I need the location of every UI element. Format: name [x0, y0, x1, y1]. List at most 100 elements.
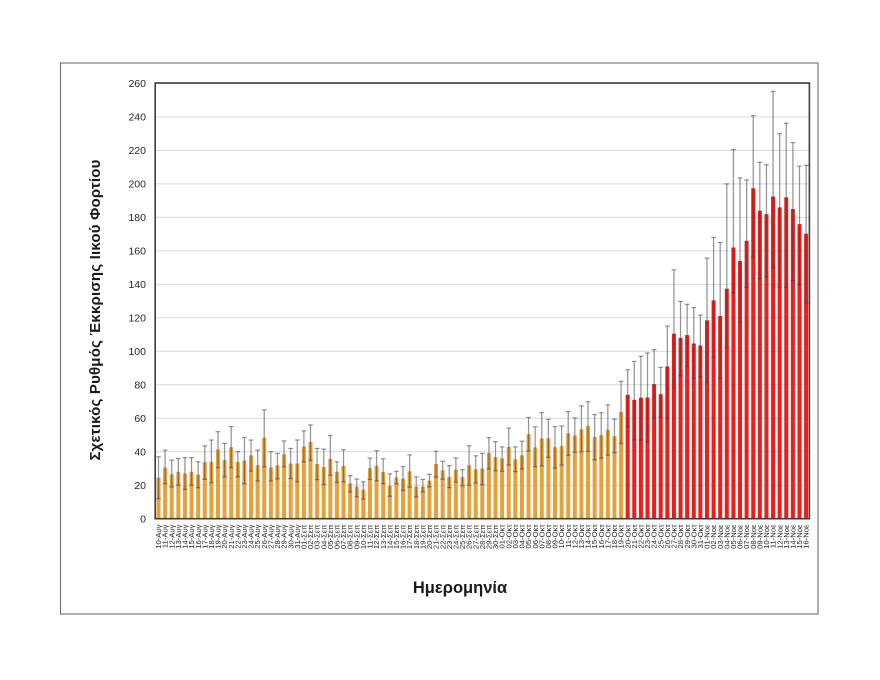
svg-text:10-Αυγ: 10-Αυγ	[154, 524, 163, 548]
svg-text:26-Αυγ: 26-Αυγ	[260, 524, 269, 548]
svg-text:13-Σεπ: 13-Σεπ	[379, 525, 388, 550]
svg-text:01-Οκτ: 01-Οκτ	[498, 525, 507, 549]
svg-text:18-Σεπ: 18-Σεπ	[412, 525, 421, 550]
svg-text:23-Οκτ: 23-Οκτ	[643, 525, 652, 549]
svg-text:19-Σεπ: 19-Σεπ	[418, 525, 427, 550]
svg-text:25-Σεπ: 25-Σεπ	[458, 525, 467, 550]
svg-text:03-Οκτ: 03-Οκτ	[511, 525, 520, 549]
svg-text:14-Οκτ: 14-Οκτ	[584, 525, 593, 549]
svg-text:31-Αυγ: 31-Αυγ	[293, 524, 302, 548]
svg-text:19-Οκτ: 19-Οκτ	[617, 525, 626, 549]
svg-text:15-Σεπ: 15-Σεπ	[392, 525, 401, 550]
svg-text:20: 20	[134, 480, 146, 492]
svg-text:17-Οκτ: 17-Οκτ	[603, 525, 612, 549]
svg-text:15-Νοε: 15-Νοε	[795, 524, 804, 549]
svg-text:27-Σεπ: 27-Σεπ	[471, 525, 480, 550]
svg-text:14-Νοε: 14-Νοε	[788, 524, 797, 549]
svg-text:05-Οκτ: 05-Οκτ	[524, 525, 533, 549]
svg-text:07-Σεπ: 07-Σεπ	[339, 525, 348, 550]
svg-text:24-Σεπ: 24-Σεπ	[451, 525, 460, 550]
svg-text:10-Νοε: 10-Νοε	[762, 524, 771, 549]
svg-text:160: 160	[128, 246, 146, 258]
svg-text:12-Νοε: 12-Νοε	[775, 524, 784, 549]
svg-text:17-Σεπ: 17-Σεπ	[405, 525, 414, 550]
svg-text:22-Αυγ: 22-Αυγ	[233, 524, 242, 548]
svg-text:100: 100	[128, 346, 146, 358]
svg-text:09-Σεπ: 09-Σεπ	[352, 525, 361, 550]
svg-text:22-Οκτ: 22-Οκτ	[636, 525, 645, 549]
svg-text:14-Σεπ: 14-Σεπ	[385, 525, 394, 550]
svg-text:03-Σεπ: 03-Σεπ	[313, 525, 322, 550]
svg-text:09-Νοε: 09-Νοε	[755, 524, 764, 549]
svg-text:29-Οκτ: 29-Οκτ	[683, 525, 692, 549]
svg-text:10-Οκτ: 10-Οκτ	[557, 525, 566, 549]
svg-text:20-Οκτ: 20-Οκτ	[623, 525, 632, 549]
svg-text:180: 180	[128, 212, 146, 224]
svg-text:Ημερομηνία: Ημερομηνία	[413, 579, 507, 597]
svg-text:30-Οκτ: 30-Οκτ	[689, 525, 698, 549]
svg-text:11-Νοε: 11-Νοε	[769, 524, 778, 548]
svg-text:25-Οκτ: 25-Οκτ	[656, 525, 665, 549]
svg-text:60: 60	[134, 413, 146, 425]
svg-text:08-Οκτ: 08-Οκτ	[544, 525, 553, 549]
svg-text:18-Αυγ: 18-Αυγ	[207, 524, 216, 548]
svg-text:17-Αυγ: 17-Αυγ	[200, 524, 209, 548]
svg-text:31-Οκτ: 31-Οκτ	[696, 525, 705, 549]
svg-text:04-Οκτ: 04-Οκτ	[518, 525, 527, 549]
svg-text:02-Οκτ: 02-Οκτ	[504, 525, 513, 549]
svg-text:07-Νοε: 07-Νοε	[742, 524, 751, 549]
svg-text:25-Αυγ: 25-Αυγ	[253, 524, 262, 548]
svg-text:12-Οκτ: 12-Οκτ	[570, 525, 579, 549]
svg-text:26-Οκτ: 26-Οκτ	[663, 525, 672, 549]
svg-text:19-Αυγ: 19-Αυγ	[214, 524, 223, 548]
svg-text:24-Οκτ: 24-Οκτ	[650, 525, 659, 549]
svg-text:22-Σεπ: 22-Σεπ	[438, 525, 447, 550]
svg-text:02-Νοε: 02-Νοε	[709, 524, 718, 549]
svg-text:15-Αυγ: 15-Αυγ	[187, 524, 196, 548]
svg-text:Σχετικός Ρυθμός Έκκρισης Ιικού: Σχετικός Ρυθμός Έκκρισης Ιικού Φορτίου	[87, 159, 104, 460]
svg-text:24-Αυγ: 24-Αυγ	[247, 524, 256, 548]
svg-text:40: 40	[134, 446, 146, 458]
svg-text:28-Σεπ: 28-Σεπ	[478, 525, 487, 550]
svg-text:06-Νοε: 06-Νοε	[736, 524, 745, 549]
svg-text:200: 200	[128, 179, 146, 191]
svg-text:29-Σεπ: 29-Σεπ	[485, 525, 494, 550]
svg-text:11-Σεπ: 11-Σεπ	[366, 525, 375, 549]
svg-text:03-Νοε: 03-Νοε	[716, 524, 725, 549]
svg-text:80: 80	[134, 379, 146, 391]
svg-text:04-Σεπ: 04-Σεπ	[319, 525, 328, 550]
svg-text:10-Σεπ: 10-Σεπ	[359, 525, 368, 550]
svg-text:140: 140	[128, 279, 146, 291]
svg-text:16-Νοε: 16-Νοε	[802, 524, 811, 549]
svg-text:20-Σεπ: 20-Σεπ	[425, 525, 434, 550]
svg-text:30-Σεπ: 30-Σεπ	[491, 525, 500, 550]
svg-text:260: 260	[128, 78, 146, 90]
svg-text:18-Οκτ: 18-Οκτ	[610, 525, 619, 549]
svg-text:16-Οκτ: 16-Οκτ	[597, 525, 606, 549]
svg-text:29-Αυγ: 29-Αυγ	[280, 524, 289, 548]
svg-text:120: 120	[128, 312, 146, 324]
svg-text:21-Οκτ: 21-Οκτ	[630, 525, 639, 549]
svg-text:13-Οκτ: 13-Οκτ	[577, 525, 586, 549]
svg-text:240: 240	[128, 112, 146, 124]
svg-text:15-Οκτ: 15-Οκτ	[590, 525, 599, 549]
svg-text:27-Αυγ: 27-Αυγ	[266, 524, 275, 548]
svg-text:20-Αυγ: 20-Αυγ	[220, 524, 229, 548]
svg-text:220: 220	[128, 145, 146, 157]
svg-text:21-Σεπ: 21-Σεπ	[432, 525, 441, 550]
svg-text:12-Σεπ: 12-Σεπ	[372, 525, 381, 550]
svg-text:27-Οκτ: 27-Οκτ	[670, 525, 679, 549]
svg-text:11-Αυγ: 11-Αυγ	[161, 524, 170, 548]
svg-text:01-Σεπ: 01-Σεπ	[299, 525, 308, 550]
svg-text:02-Σεπ: 02-Σεπ	[306, 525, 315, 550]
svg-text:0: 0	[140, 513, 146, 525]
svg-text:23-Αυγ: 23-Αυγ	[240, 524, 249, 548]
svg-text:28-Οκτ: 28-Οκτ	[676, 525, 685, 549]
svg-text:16-Σεπ: 16-Σεπ	[399, 525, 408, 550]
svg-text:11-Οκτ: 11-Οκτ	[564, 525, 573, 548]
svg-text:04-Νοε: 04-Νοε	[722, 524, 731, 549]
svg-text:26-Σεπ: 26-Σεπ	[465, 525, 474, 550]
svg-text:14-Αυγ: 14-Αυγ	[181, 524, 190, 548]
svg-text:09-Οκτ: 09-Οκτ	[551, 525, 560, 549]
svg-text:28-Αυγ: 28-Αυγ	[273, 524, 282, 548]
